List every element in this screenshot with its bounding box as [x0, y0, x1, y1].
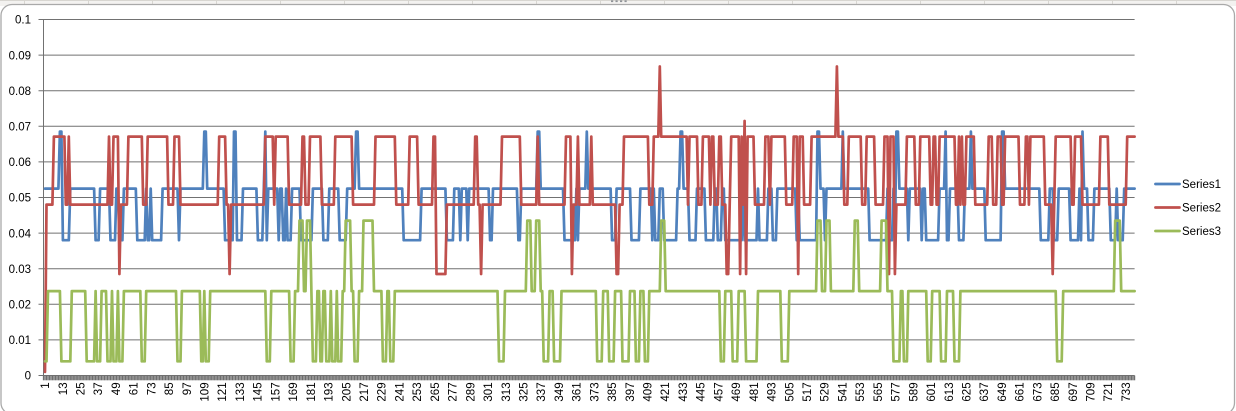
svg-text:673: 673 — [1032, 382, 1044, 401]
svg-text:493: 493 — [767, 382, 779, 401]
svg-text:625: 625 — [962, 382, 974, 401]
svg-text:0.1: 0.1 — [15, 15, 31, 27]
svg-text:97: 97 — [182, 382, 194, 395]
svg-text:325: 325 — [519, 382, 531, 401]
svg-text:0.05: 0.05 — [9, 193, 31, 205]
svg-text:709: 709 — [1086, 382, 1098, 401]
svg-text:0.08: 0.08 — [9, 86, 31, 98]
svg-text:481: 481 — [749, 382, 761, 401]
svg-text:0.09: 0.09 — [9, 50, 31, 62]
svg-text:25: 25 — [76, 382, 88, 395]
svg-text:1: 1 — [40, 382, 52, 388]
svg-text:721: 721 — [1103, 382, 1115, 401]
svg-text:421: 421 — [660, 382, 672, 401]
svg-text:265: 265 — [430, 382, 442, 401]
svg-text:661: 661 — [1015, 382, 1027, 401]
svg-text:157: 157 — [270, 382, 282, 401]
svg-text:193: 193 — [324, 382, 336, 401]
svg-text:565: 565 — [873, 382, 885, 401]
svg-text:241: 241 — [394, 382, 406, 401]
svg-text:313: 313 — [501, 382, 513, 401]
svg-text:541: 541 — [838, 382, 850, 401]
svg-text:361: 361 — [572, 382, 584, 401]
svg-text:145: 145 — [253, 382, 265, 401]
svg-text:613: 613 — [944, 382, 956, 401]
svg-text:529: 529 — [820, 382, 832, 401]
svg-text:289: 289 — [465, 382, 477, 401]
svg-text:445: 445 — [696, 382, 708, 401]
svg-text:0.06: 0.06 — [9, 157, 31, 169]
svg-text:697: 697 — [1068, 382, 1080, 401]
svg-text:Series2: Series2 — [1182, 203, 1221, 215]
svg-text:637: 637 — [979, 382, 991, 401]
svg-text:733: 733 — [1121, 382, 1133, 401]
svg-text:85: 85 — [164, 382, 176, 395]
svg-text:0: 0 — [25, 371, 31, 383]
svg-text:0.02: 0.02 — [9, 300, 31, 312]
svg-text:253: 253 — [412, 382, 424, 401]
svg-text:205: 205 — [341, 382, 353, 401]
svg-text:217: 217 — [359, 382, 371, 401]
svg-text:169: 169 — [288, 382, 300, 401]
svg-text:229: 229 — [377, 382, 389, 401]
svg-text:0.07: 0.07 — [9, 122, 31, 134]
svg-text:505: 505 — [784, 382, 796, 401]
svg-text:Series1: Series1 — [1182, 179, 1221, 191]
svg-text:277: 277 — [448, 382, 460, 401]
svg-text:73: 73 — [146, 382, 158, 395]
svg-text:553: 553 — [855, 382, 867, 401]
svg-text:373: 373 — [589, 382, 601, 401]
svg-text:601: 601 — [926, 382, 938, 401]
svg-text:61: 61 — [129, 382, 141, 395]
svg-text:589: 589 — [908, 382, 920, 401]
svg-text:0.01: 0.01 — [9, 335, 31, 347]
svg-text:469: 469 — [731, 382, 743, 401]
svg-text:685: 685 — [1050, 382, 1062, 401]
svg-text:301: 301 — [483, 382, 495, 401]
svg-text:13: 13 — [58, 382, 70, 395]
svg-text:433: 433 — [678, 382, 690, 401]
svg-text:Series3: Series3 — [1182, 226, 1221, 238]
svg-text:109: 109 — [200, 382, 212, 401]
svg-text:577: 577 — [891, 382, 903, 401]
svg-text:0.04: 0.04 — [9, 228, 32, 240]
svg-text:649: 649 — [997, 382, 1009, 401]
svg-text:181: 181 — [306, 382, 318, 401]
svg-text:37: 37 — [93, 382, 105, 395]
svg-text:409: 409 — [643, 382, 655, 401]
svg-text:349: 349 — [554, 382, 566, 401]
svg-text:397: 397 — [625, 382, 637, 401]
svg-text:385: 385 — [607, 382, 619, 401]
svg-text:517: 517 — [802, 382, 814, 401]
svg-text:133: 133 — [235, 382, 247, 401]
svg-text:0.03: 0.03 — [9, 264, 31, 276]
svg-text:49: 49 — [111, 382, 123, 395]
svg-text:337: 337 — [536, 382, 548, 401]
svg-text:121: 121 — [217, 382, 229, 401]
svg-text:457: 457 — [713, 382, 725, 401]
